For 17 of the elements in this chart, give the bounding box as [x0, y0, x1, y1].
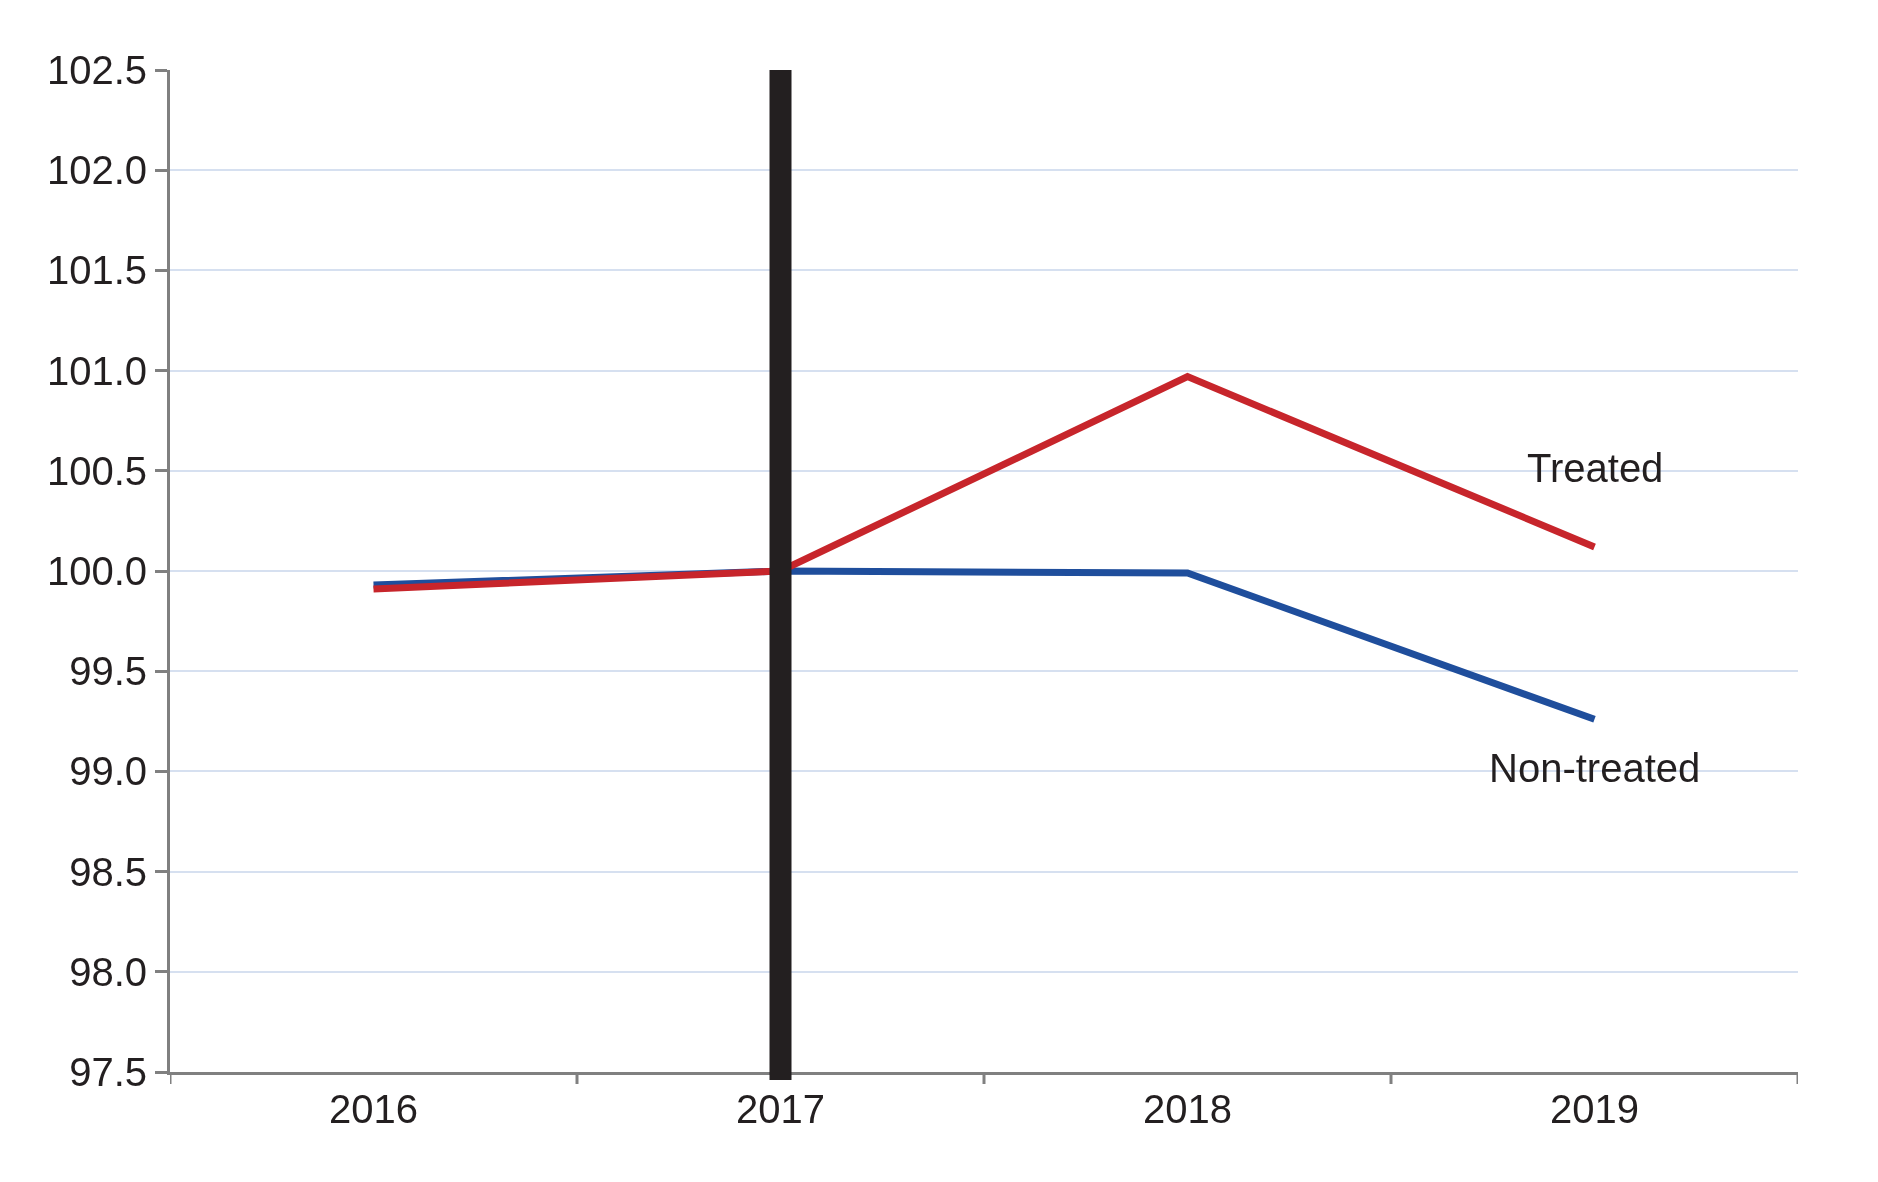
x-tick-label: 2016 [329, 1087, 418, 1131]
y-tick-label: 98.5 [69, 849, 147, 894]
y-tick-label: 99.0 [69, 749, 147, 794]
y-tick-label: 101.0 [46, 348, 147, 393]
series-label: Non-treated [1489, 746, 1701, 790]
y-tick-label: 100.0 [46, 549, 147, 593]
x-tick-label: 2017 [736, 1087, 825, 1131]
y-tick-label: 98.0 [69, 949, 147, 994]
x-tick-label: 2018 [1143, 1087, 1232, 1131]
y-tick-label: 99.5 [69, 649, 147, 694]
y-tick-label: 97.5 [69, 1050, 147, 1094]
x-tick-label: 2019 [1550, 1087, 1639, 1131]
y-tick-label: 101.5 [46, 248, 147, 293]
y-tick-label: 102.5 [46, 48, 147, 92]
y-tick-label: 100.5 [46, 448, 147, 493]
series-label: Treated [1527, 446, 1664, 490]
y-tick-label: 102.0 [46, 148, 147, 193]
